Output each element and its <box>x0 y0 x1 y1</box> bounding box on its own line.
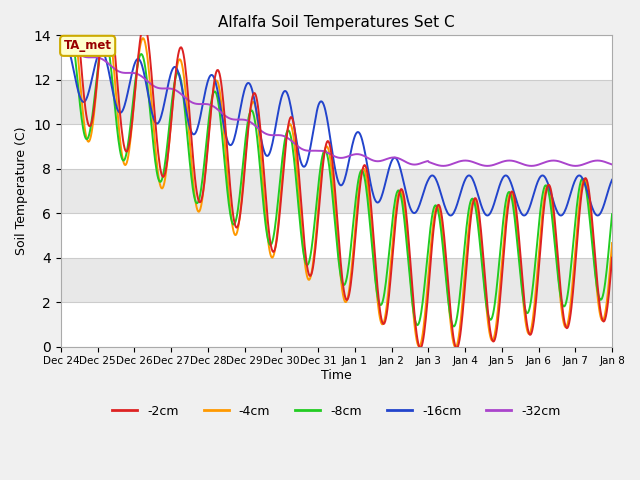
Bar <box>61 36 612 80</box>
Legend: -2cm, -4cm, -8cm, -16cm, -32cm: -2cm, -4cm, -8cm, -16cm, -32cm <box>108 400 566 423</box>
Bar <box>61 213 612 258</box>
Bar <box>61 258 612 302</box>
Title: Alfalfa Soil Temperatures Set C: Alfalfa Soil Temperatures Set C <box>218 15 455 30</box>
X-axis label: Time: Time <box>321 369 352 382</box>
Bar <box>61 169 612 213</box>
Bar <box>61 302 612 347</box>
Text: TA_met: TA_met <box>63 39 111 52</box>
Bar <box>61 80 612 124</box>
Y-axis label: Soil Temperature (C): Soil Temperature (C) <box>15 127 28 255</box>
Bar <box>61 124 612 169</box>
